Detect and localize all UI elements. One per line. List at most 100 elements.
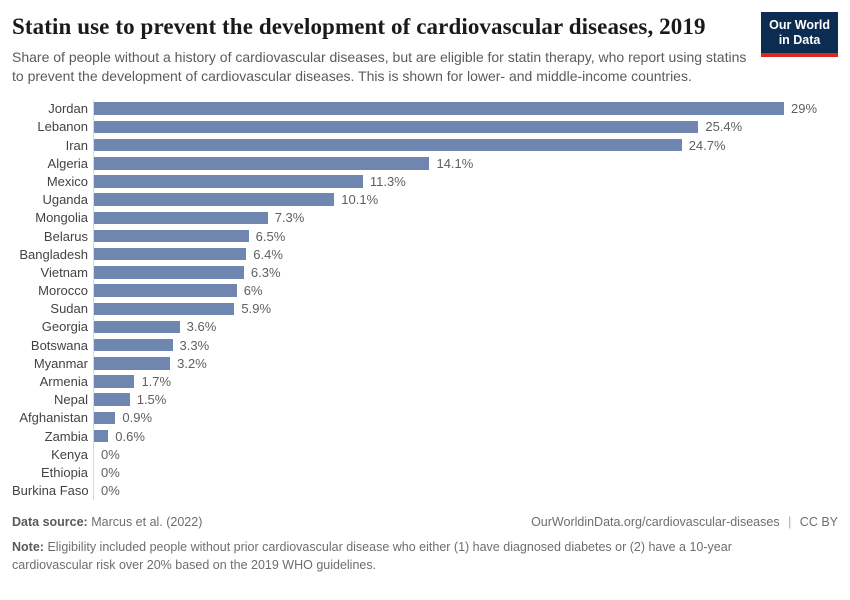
country-label: Armenia — [39, 374, 88, 390]
country-label: Jordan — [48, 101, 88, 117]
value-label: 25.4% — [705, 119, 743, 135]
owid-logo[interactable]: Our World in Data — [761, 12, 838, 57]
data-source-value: Marcus et al. (2022) — [91, 514, 203, 529]
bar[interactable] — [94, 357, 171, 370]
bar[interactable] — [94, 266, 244, 279]
attribution: OurWorldinData.org/cardiovascular-diseas… — [531, 515, 838, 529]
value-label: 3.6% — [186, 319, 217, 335]
owid-logo-line2: in Data — [778, 32, 821, 47]
chart-row: Ethiopia 0% — [12, 463, 838, 482]
bar[interactable] — [94, 175, 363, 188]
chart-row: Burkina Faso 0% — [12, 481, 838, 500]
country-label: Mongolia — [35, 210, 88, 226]
bar[interactable] — [94, 375, 135, 388]
bar[interactable] — [94, 229, 249, 243]
data-source: Data source: Marcus et al. (2022) — [12, 515, 202, 529]
plot-area: 5.9% — [93, 299, 838, 318]
country-label: Myanmar — [33, 355, 88, 371]
plot-area: 1.7% — [93, 372, 838, 391]
bar[interactable] — [94, 211, 268, 225]
bar[interactable] — [94, 320, 180, 334]
bar[interactable] — [94, 302, 235, 316]
country-label: Iran — [65, 137, 88, 153]
separator: | — [788, 514, 792, 529]
chart-row: Mongolia 7.3% — [12, 208, 838, 227]
chart-row: Botswana 3.3% — [12, 336, 838, 355]
country-label: Bangladesh — [19, 246, 88, 262]
chart-subtitle: Share of people without a history of car… — [12, 49, 747, 85]
country-label: Sudan — [50, 301, 88, 317]
value-label: 0% — [101, 446, 120, 462]
value-label: 11.3% — [369, 173, 406, 189]
chart-row: Afghanistan 0.9% — [12, 408, 838, 427]
country-label: Uganda — [42, 192, 88, 208]
sources-row: Data source: Marcus et al. (2022) OurWor… — [12, 515, 838, 529]
value-label: 6.5% — [255, 228, 286, 244]
chart-row: Belarus 6.5% — [12, 226, 838, 246]
plot-area: 0% — [93, 481, 838, 500]
country-label: Morocco — [38, 283, 88, 299]
owid-url-link[interactable]: OurWorldinData.org/cardiovascular-diseas… — [531, 514, 780, 529]
value-label: 6% — [243, 283, 263, 299]
chart-row: Bangladesh 6.4% — [12, 245, 838, 264]
value-label: 0.6% — [115, 428, 145, 444]
license-label: CC BY — [799, 514, 838, 529]
plot-area: 6.5% — [93, 226, 838, 246]
bar[interactable] — [94, 102, 784, 115]
country-label: Nepal — [54, 392, 88, 408]
chart-row: Nepal 1.5% — [12, 390, 838, 409]
value-label: 24.7% — [688, 137, 726, 153]
chart-row: Armenia 1.7% — [12, 372, 838, 391]
chart-row: Vietnam 6.3% — [12, 263, 838, 282]
bar[interactable] — [94, 429, 109, 443]
plot-area: 14.1% — [93, 154, 838, 173]
plot-area: 7.3% — [93, 208, 838, 227]
note: Note: Eligibility included people withou… — [12, 538, 787, 574]
plot-area: 11.3% — [93, 172, 838, 191]
bar[interactable] — [94, 120, 699, 134]
bar[interactable] — [94, 247, 247, 261]
chart-row: Uganda 10.1% — [12, 190, 838, 209]
bar[interactable] — [94, 157, 430, 170]
bar[interactable] — [94, 284, 237, 297]
value-label: 3.2% — [177, 355, 207, 371]
country-label: Ethiopia — [41, 464, 88, 480]
value-label: 5.9% — [241, 301, 272, 317]
note-text: Eligibility included people without prio… — [12, 539, 732, 572]
plot-area: 3.2% — [93, 354, 838, 373]
plot-area: 3.6% — [93, 317, 838, 337]
owid-logo-line1: Our World — [769, 18, 830, 32]
bar[interactable] — [94, 193, 335, 206]
value-label: 3.3% — [179, 337, 210, 353]
country-label: Georgia — [41, 319, 88, 335]
bar[interactable] — [94, 138, 682, 152]
chart-row: Iran 24.7% — [12, 136, 838, 155]
plot-area: 29% — [93, 99, 838, 118]
country-label: Zambia — [44, 428, 88, 444]
value-label: 6.3% — [250, 264, 281, 280]
bar[interactable] — [94, 411, 116, 425]
plot-area: 25.4% — [93, 117, 838, 136]
chart-row: Algeria 14.1% — [12, 154, 838, 173]
chart-row: Mexico 11.3% — [12, 172, 838, 191]
chart-row: Jordan 29% — [12, 99, 838, 118]
chart-title: Statin use to prevent the development of… — [12, 14, 706, 39]
value-label: 0% — [101, 464, 120, 480]
chart-footer: Data source: Marcus et al. (2022) OurWor… — [12, 515, 838, 574]
plot-area: 6% — [93, 281, 838, 300]
chart: Jordan 29% Lebanon 25.4% Iran 24.7% Alge… — [12, 99, 838, 500]
bar[interactable] — [94, 393, 130, 406]
country-label: Kenya — [51, 446, 88, 462]
plot-area: 0% — [93, 445, 838, 464]
chart-row: Morocco 6% — [12, 281, 838, 300]
note-label: Note: — [12, 539, 44, 554]
country-label: Burkina Faso — [12, 483, 89, 499]
country-label: Belarus — [43, 228, 88, 244]
chart-row: Sudan 5.9% — [12, 299, 838, 318]
chart-row: Myanmar 3.2% — [12, 354, 838, 373]
country-label: Algeria — [47, 155, 88, 171]
country-label: Vietnam — [40, 264, 88, 280]
bar[interactable] — [94, 338, 173, 352]
chart-row: Zambia 0.6% — [12, 427, 838, 446]
